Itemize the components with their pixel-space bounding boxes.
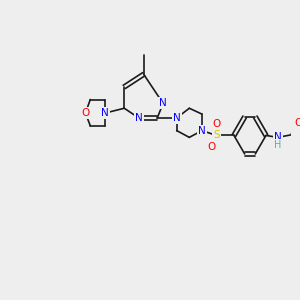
Text: N: N <box>198 126 206 136</box>
Text: S: S <box>213 130 220 140</box>
Text: N: N <box>159 98 167 108</box>
Text: O: O <box>294 118 300 128</box>
Text: H: H <box>274 140 281 150</box>
Text: O: O <box>212 119 220 129</box>
Text: O: O <box>81 108 90 118</box>
Text: N: N <box>135 113 143 123</box>
Text: N: N <box>173 113 181 123</box>
Text: N: N <box>101 108 109 118</box>
Text: N: N <box>274 132 281 142</box>
Text: O: O <box>208 142 216 152</box>
